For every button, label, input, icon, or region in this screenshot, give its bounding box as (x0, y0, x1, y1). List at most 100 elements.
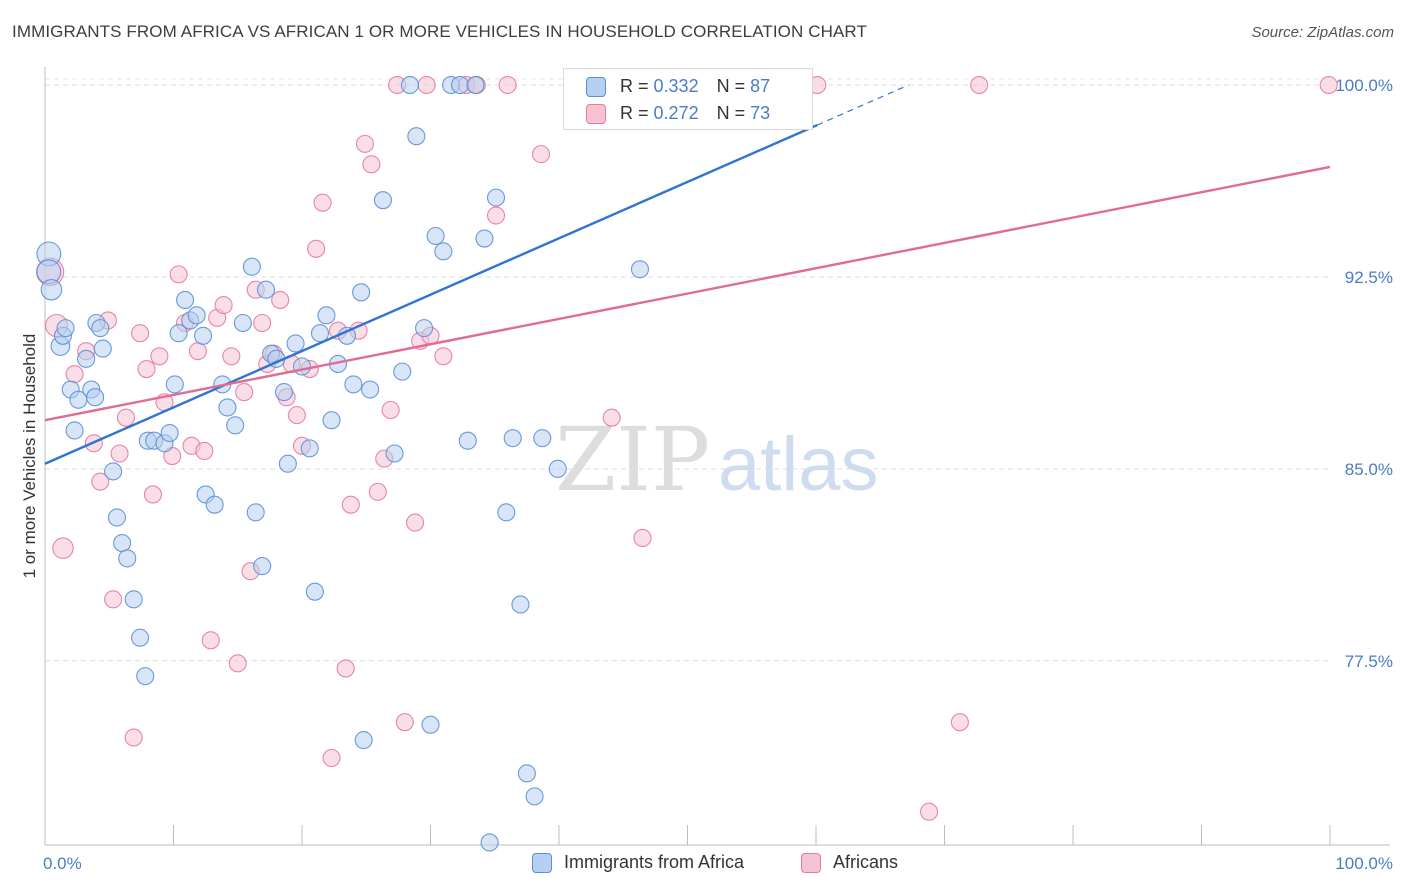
immigrants-from-africa-point (458, 431, 477, 450)
immigrants-from-africa-point (480, 833, 499, 852)
blue-swatch (532, 852, 552, 873)
immigrants-from-africa-point (131, 628, 150, 647)
immigrants-from-africa-point (517, 764, 536, 783)
pink-swatch (586, 103, 606, 124)
x-tick-label: 100.0% (1335, 854, 1393, 873)
africans-point (486, 206, 506, 225)
africans-point (188, 342, 207, 361)
immigrants-from-africa-point (91, 319, 110, 338)
africans-point (104, 590, 123, 609)
immigrants-from-africa-point (475, 229, 494, 248)
africans-point (498, 75, 517, 95)
immigrants-from-africa-point (525, 787, 544, 806)
immigrants-from-africa-point (393, 362, 412, 381)
africans-point (531, 145, 551, 164)
africans-point (52, 537, 74, 559)
n-label: N = (716, 103, 746, 123)
africans-point (417, 75, 436, 95)
immigrants-from-africa-point (630, 260, 650, 279)
africans-point (235, 383, 254, 402)
immigrants-from-africa-point (256, 280, 276, 299)
immigrants-from-africa-point (503, 429, 522, 448)
africans-point (336, 659, 355, 678)
immigrants-from-africa-point (233, 313, 252, 333)
africans-point (341, 495, 360, 514)
immigrants-from-africa-point (466, 75, 485, 95)
y-tick-label: 92.5% (1345, 268, 1393, 287)
blue-swatch (586, 76, 606, 97)
immigrants-from-africa-point (113, 534, 132, 553)
immigrants-from-africa-point (292, 357, 312, 376)
r-label: R = (620, 76, 649, 96)
africans-point (150, 347, 169, 366)
africans-point (362, 155, 381, 174)
immigrants-from-africa-point (511, 595, 530, 614)
immigrants-from-africa-point (218, 398, 237, 417)
source-credit: Source: ZipAtlas.com (1251, 24, 1394, 41)
immigrants-from-africa-point (194, 326, 213, 345)
africans-point (143, 485, 162, 504)
immigrants-from-africa-point (344, 375, 363, 394)
legend-label: Immigrants from Africa (564, 852, 745, 872)
immigrants-from-africa-point (352, 283, 371, 302)
africans-point (116, 408, 136, 427)
immigrants-from-africa-point (286, 334, 305, 353)
immigrants-from-africa-point (77, 349, 96, 368)
legend-label: Africans (833, 852, 899, 872)
immigrants-from-africa-point (274, 383, 294, 402)
africans-point (253, 313, 272, 333)
africans-point (633, 528, 652, 547)
immigrants-from-africa-point (322, 411, 341, 430)
watermark: ZIP atlas (555, 408, 879, 511)
n-value-africans: 73 (750, 103, 771, 123)
africans-point (602, 408, 621, 427)
axes (44, 67, 1390, 846)
r-label: R = (620, 103, 649, 123)
africans-point (222, 347, 241, 366)
watermark-atlas: atlas (718, 422, 879, 507)
immigrants-from-africa-point (434, 242, 453, 261)
africans-point (91, 472, 110, 491)
pink-swatch (801, 852, 821, 873)
immigrants-from-africa-point (300, 439, 319, 458)
immigrants-from-africa-point (165, 375, 184, 394)
n-value-immigrants: 87 (750, 76, 771, 96)
immigrants-from-africa-point (317, 306, 336, 325)
africans-point (950, 713, 969, 732)
immigrants-from-africa-point (253, 557, 272, 576)
africans-point (406, 513, 425, 532)
y-tick-label: 77.5% (1345, 652, 1393, 671)
immigrants-from-africa-point (415, 319, 434, 338)
africans-point (307, 239, 326, 258)
africans-point (1319, 75, 1338, 95)
africans-point (434, 347, 453, 366)
immigrants-from-africa-point (65, 421, 84, 440)
n-label: N = (716, 76, 746, 96)
africans-point (124, 728, 143, 747)
africans-point (322, 748, 341, 768)
africans-point (228, 654, 247, 673)
grid (45, 78, 1330, 662)
immigrants-from-africa-point (124, 590, 143, 609)
africans-point (195, 441, 214, 460)
africans-point (920, 802, 939, 821)
y-tick-label: 100.0% (1335, 76, 1393, 95)
immigrants-from-africa-point (107, 508, 127, 527)
immigrants-from-africa-point (242, 257, 261, 276)
africans-point (355, 134, 375, 153)
immigrants-from-africa-point (533, 429, 552, 448)
immigrants-from-africa-point (400, 75, 419, 95)
immigrants-from-africa-point (278, 454, 297, 473)
stats-row-immigrants: R = 0.332 N = 87 (586, 76, 770, 97)
immigrants-from-africa-point (548, 459, 567, 478)
trend-lines (44, 84, 1331, 465)
immigrants-trend-extension (817, 84, 909, 126)
chart-title: IMMIGRANTS FROM AFRICA VS AFRICAN 1 OR M… (12, 22, 867, 41)
r-value-africans: 0.272 (653, 103, 699, 123)
immigrants-from-africa-point (104, 462, 123, 481)
immigrants-from-africa-point (187, 306, 206, 325)
immigrants-from-africa-point (305, 582, 324, 601)
immigrants-from-africa-points (36, 75, 682, 852)
immigrants-from-africa-point (56, 319, 75, 338)
africans-point (271, 290, 290, 310)
